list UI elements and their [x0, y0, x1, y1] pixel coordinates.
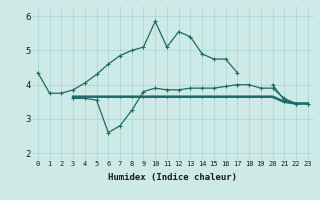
- X-axis label: Humidex (Indice chaleur): Humidex (Indice chaleur): [108, 173, 237, 182]
